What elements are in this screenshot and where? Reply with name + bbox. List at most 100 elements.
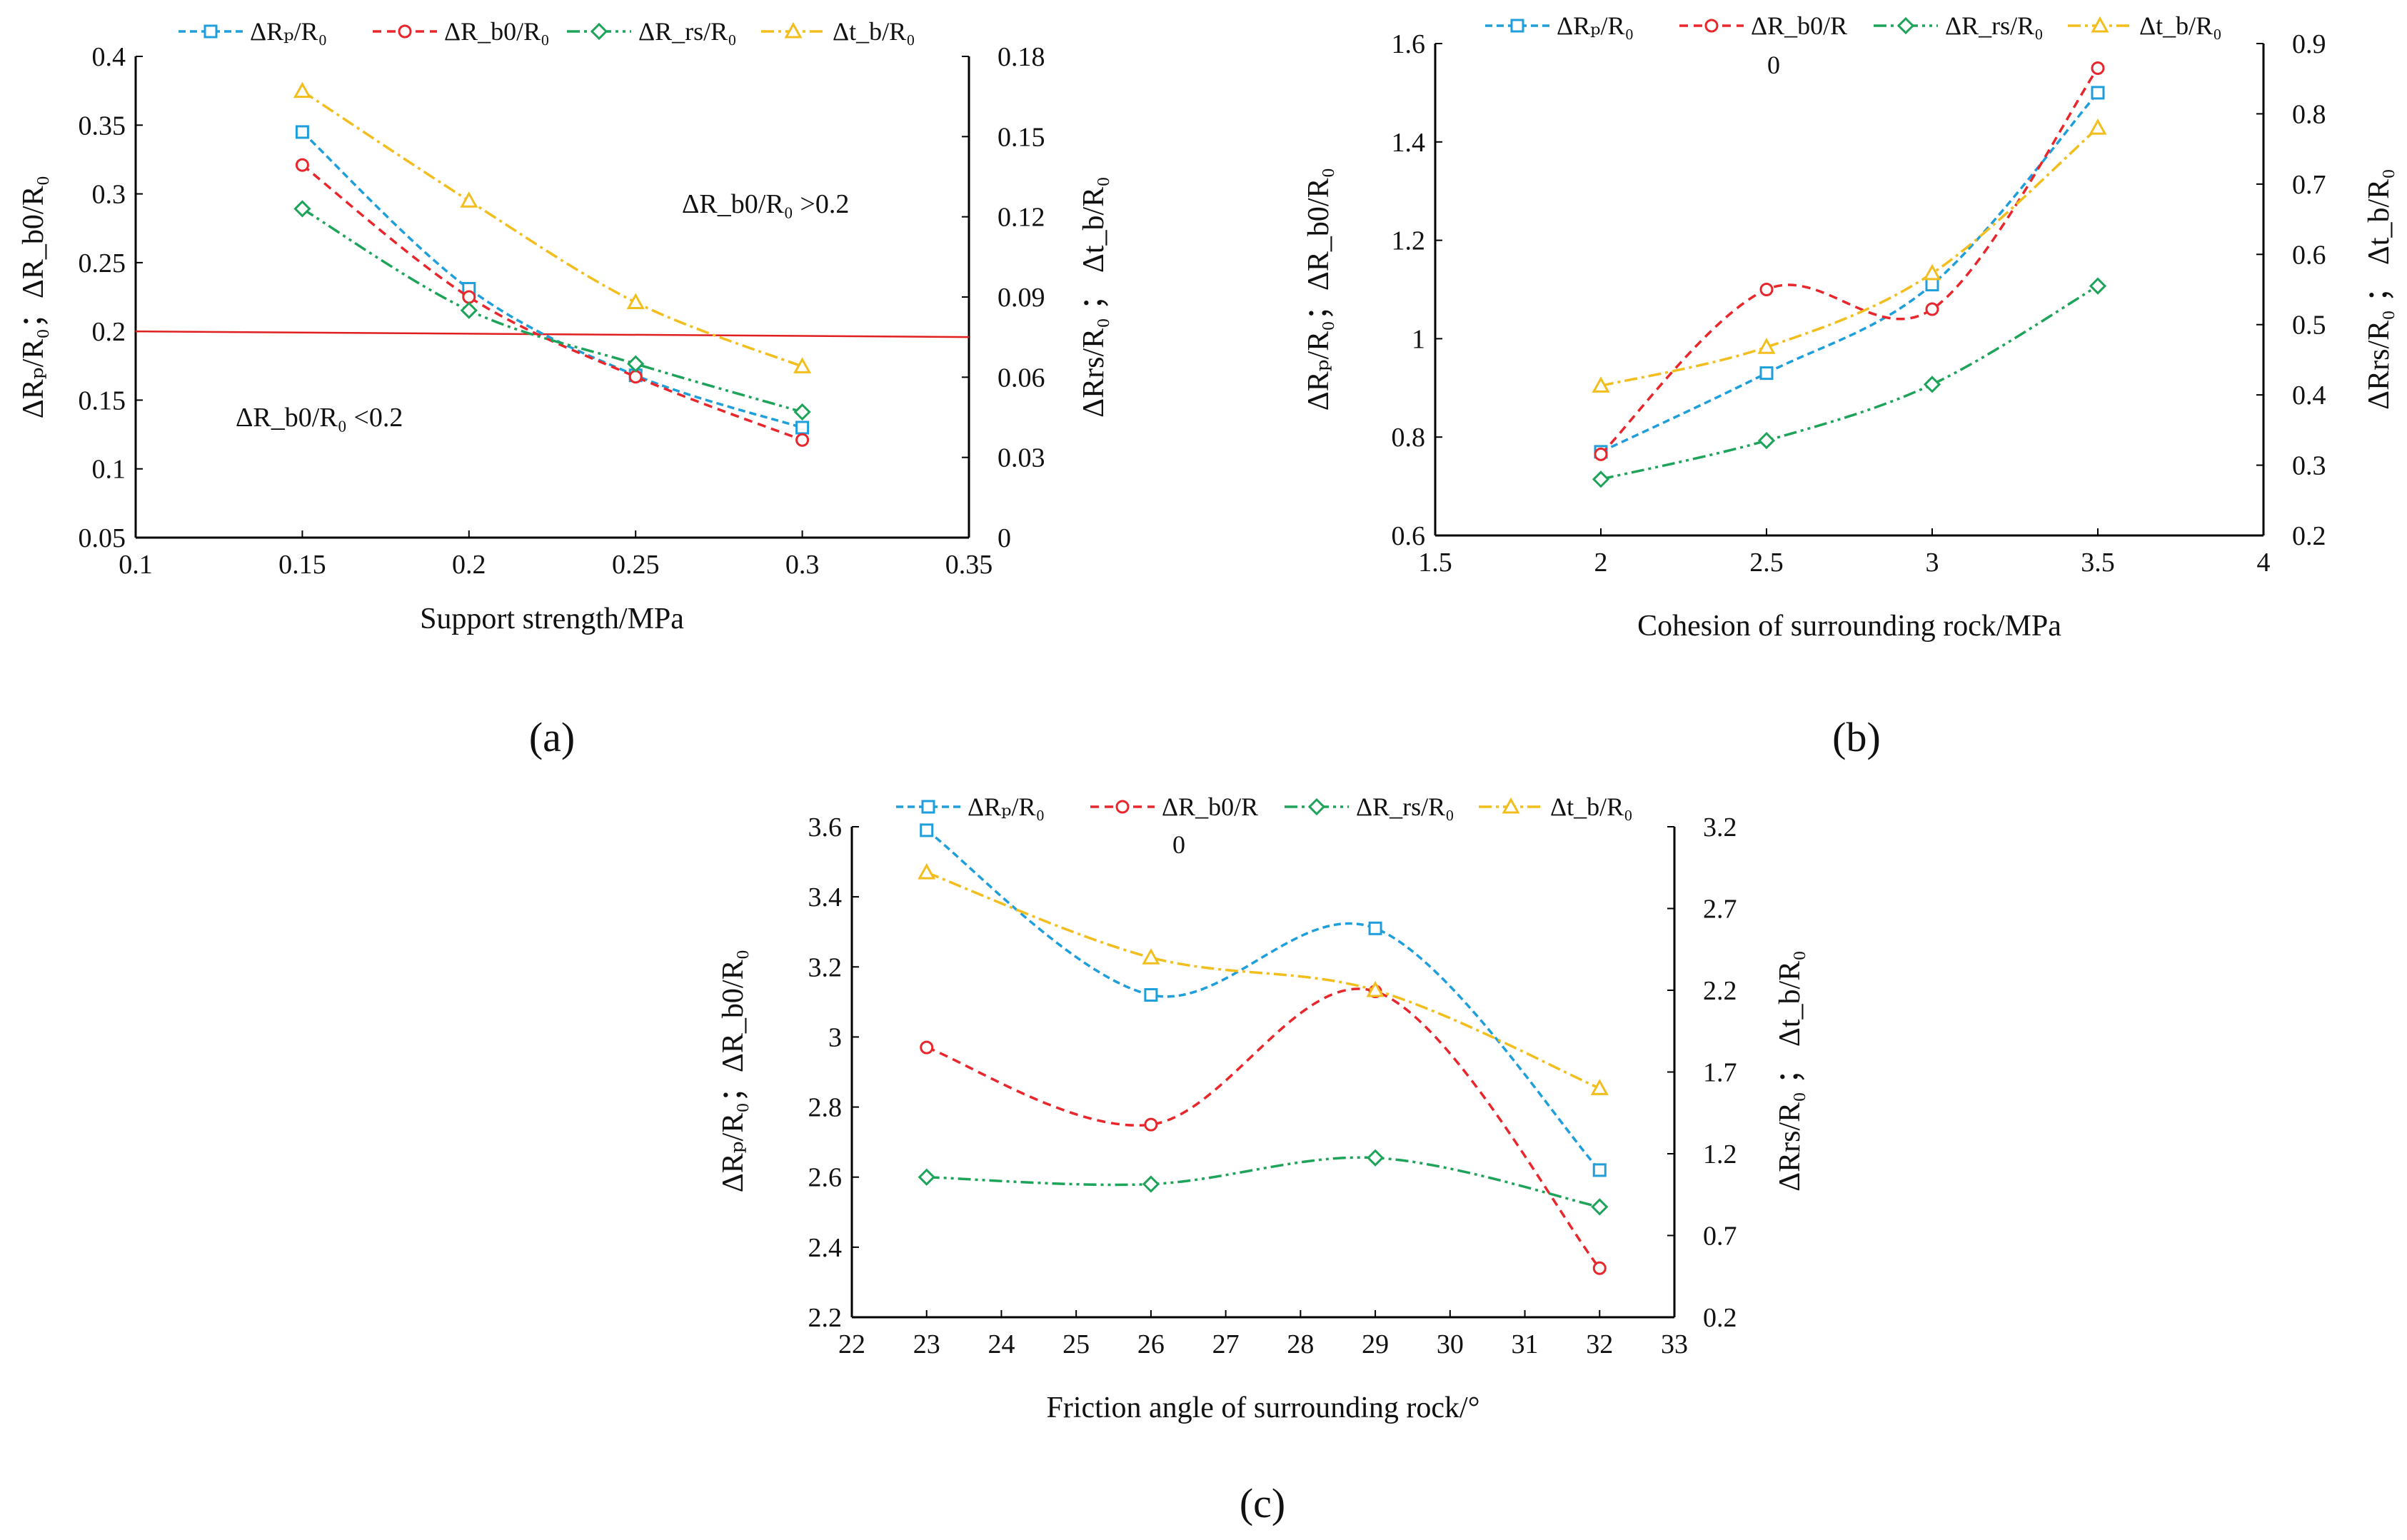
- y-left-tick-label: 0.05: [79, 523, 126, 553]
- series-line-tb: [926, 871, 1600, 1090]
- x-tick-label: 1.5: [1418, 548, 1452, 578]
- y-left-tick-label: 2.8: [808, 1093, 843, 1123]
- y-left-tick-label: 2.6: [808, 1163, 843, 1193]
- series-line-rrs: [926, 1156, 1600, 1209]
- y-left-tick-label: 1.2: [1392, 226, 1426, 256]
- y-left-tick-label: 2.4: [808, 1233, 843, 1263]
- x-tick-label: 0.1: [119, 550, 153, 580]
- y-right-tick-label: 3.2: [1703, 812, 1737, 842]
- legend-label-rp: ΔRₚ/R₀: [1557, 11, 1634, 40]
- data-point-rb0: [920, 1040, 934, 1055]
- data-point-rrs: [460, 301, 478, 319]
- y-right-tick-label: 0.5: [2292, 311, 2326, 341]
- legend-marker-rb0: [1704, 19, 1719, 33]
- legend-marker-tb: [1502, 797, 1520, 814]
- x-tick-label: 33: [1661, 1329, 1688, 1359]
- x-tick-label: 23: [913, 1329, 940, 1359]
- x-tick-label: 0.25: [612, 550, 660, 580]
- y-left-tick-label: 0.3: [92, 180, 126, 210]
- data-point-rp: [1759, 366, 1774, 381]
- legend-label-tb: Δt_b/R₀: [833, 17, 915, 46]
- data-point-rb0: [628, 370, 643, 384]
- x-tick-label: 27: [1212, 1329, 1240, 1359]
- data-point-rb0: [295, 158, 309, 172]
- legend-marker-rb0: [1115, 800, 1130, 814]
- data-point-rp: [1925, 278, 1939, 292]
- legend-label-tb: Δt_b/R₀: [2139, 11, 2222, 40]
- legend-label-rrs: ΔR_rs/R₀: [638, 17, 737, 46]
- data-point-rp: [1144, 988, 1158, 1002]
- y-left-tick-label: 3.2: [808, 952, 843, 982]
- x-tick-label: 29: [1362, 1329, 1389, 1359]
- y-left-tick-label: 0.15: [79, 386, 126, 416]
- data-point-tb: [1757, 338, 1776, 354]
- x-tick-label: 3: [1926, 548, 1939, 578]
- chart-c: 22 23 24 25 26 27 28 29 30 31 32 33 2.2 2.4 2.6 2.8 3 3.2…: [717, 792, 1806, 1526]
- series-line-rrs: [301, 207, 803, 413]
- y-left-tick-label: 0.1: [92, 455, 126, 485]
- chart-b: 1.5 2 2.5 3 3.5 4 0.6 0.8 1 1.2 1.4 1.6 0.2 0.3 0.4 0.5…: [1302, 11, 2396, 760]
- chart-b-ylabel-right: ΔRrs/R₀ ； Δt_b/R₀: [2363, 168, 2396, 410]
- chart-c-legend-sub: 0: [1172, 830, 1185, 859]
- data-point-rb0: [1925, 302, 1939, 316]
- legend-marker-rrs: [1307, 797, 1326, 816]
- data-point-rb0: [1759, 283, 1774, 296]
- data-point-rb0: [795, 433, 810, 447]
- legend-marker-rp: [1510, 19, 1524, 33]
- x-tick-label: 26: [1137, 1329, 1165, 1359]
- x-tick-label: 32: [1586, 1329, 1613, 1359]
- chart-b-ylabel-left: ΔRₚ/R₀；ΔR_b0/R₀: [1302, 168, 1335, 411]
- series-line-tb: [301, 90, 803, 368]
- chart-a-annotation-below: ΔR_b0/R₀ <0.2: [236, 403, 403, 433]
- data-point-tb: [918, 863, 936, 880]
- data-point-rp: [920, 823, 934, 837]
- y-right-tick-label: 1.2: [1703, 1139, 1737, 1169]
- y-right-tick-label: 0.12: [998, 203, 1045, 233]
- y-left-tick-label: 0.2: [92, 317, 126, 347]
- series-line-rb0: [301, 163, 803, 441]
- y-right-tick-label: 0.03: [998, 443, 1045, 473]
- chart-c-panel-label: (c): [1240, 1480, 1285, 1526]
- x-tick-label: 31: [1512, 1329, 1539, 1359]
- series-line-tb: [1600, 126, 2099, 388]
- chart-a-panel-label: (a): [529, 714, 575, 760]
- data-point-tb: [1590, 1079, 1609, 1095]
- x-tick-label: 2.5: [1749, 548, 1784, 578]
- y-right-tick-label: 0.9: [2292, 29, 2326, 59]
- y-right-tick-label: 0.18: [998, 42, 1045, 72]
- y-right-tick-label: 0: [998, 523, 1011, 553]
- legend-label-rp: ΔRₚ/R₀: [250, 17, 327, 46]
- data-point-rp: [1592, 1163, 1607, 1177]
- y-left-tick-label: 1.4: [1392, 128, 1426, 158]
- legend-label-rb0: ΔR_b0/R: [1162, 792, 1258, 821]
- chart-a-xlabel: Support strength/MPa: [420, 603, 684, 635]
- data-point-rp: [2091, 86, 2105, 100]
- data-point-tb: [1592, 376, 1610, 393]
- data-point-rrs: [1142, 1175, 1160, 1193]
- data-point-rrs: [793, 403, 811, 421]
- x-tick-label: 0.2: [452, 550, 486, 580]
- x-tick-label: 22: [838, 1329, 865, 1359]
- legend-marker-rp: [921, 800, 935, 814]
- y-left-tick-label: 3: [828, 1022, 842, 1052]
- data-point-tb: [626, 293, 645, 309]
- chart-a-ylabel-right: ΔRrs/R₀ ； Δt_b/R₀: [1077, 176, 1110, 418]
- chart-a-annotation-above: ΔR_b0/R₀ >0.2: [682, 189, 849, 219]
- data-point-tb: [460, 191, 478, 208]
- chart-a-ylabel-left: ΔRₚ/R₀；ΔR_b0/R₀: [17, 176, 50, 419]
- series-line-rb0: [926, 987, 1601, 1269]
- legend-label-rb0: ΔR_b0/R: [1751, 11, 1847, 40]
- y-left-tick-label: 2.2: [808, 1303, 843, 1333]
- x-tick-label: 0.3: [785, 550, 820, 580]
- data-point-tb: [1366, 980, 1385, 997]
- legend-label-rb0: ΔR_b0/R₀: [444, 17, 550, 46]
- legend-label-rrs: ΔR_rs/R₀: [1945, 11, 2044, 40]
- data-point-tb: [1923, 263, 1941, 281]
- data-point-rrs: [627, 355, 645, 373]
- y-right-tick-label: 0.8: [2292, 99, 2326, 129]
- legend-marker-tb: [2091, 16, 2109, 33]
- data-point-tb: [2089, 119, 2107, 135]
- data-point-rp: [1368, 921, 1382, 935]
- y-left-tick-label: 0.25: [79, 248, 126, 278]
